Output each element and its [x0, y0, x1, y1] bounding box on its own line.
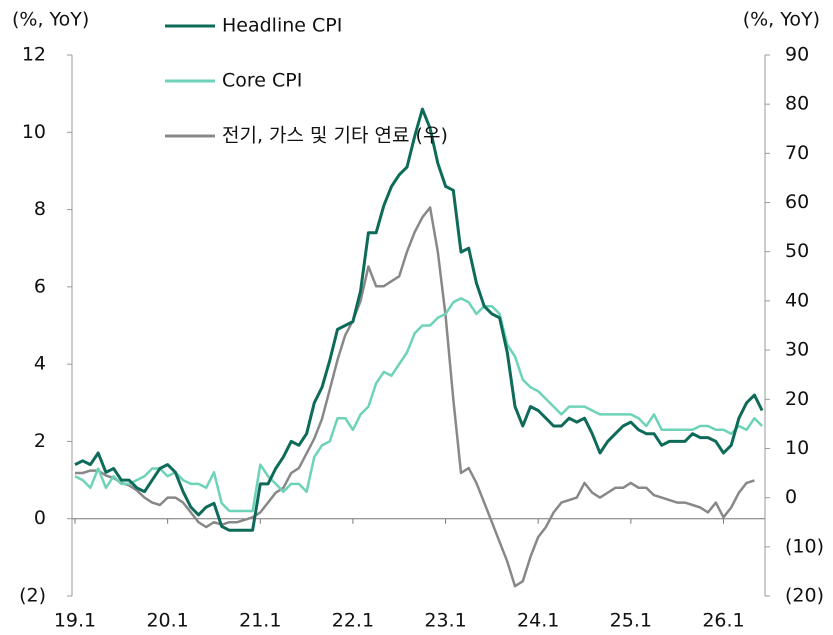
y-tick-label: 12	[22, 44, 46, 66]
legend-label: 전기, 가스 및 기타 연료 (우)	[222, 125, 448, 147]
x-tick-label: 26.1	[702, 610, 744, 632]
y2-tick-label: 70	[785, 142, 809, 164]
y-tick-label: 8	[34, 198, 46, 220]
y2-tick-label: 40	[785, 289, 809, 311]
x-tick-label: 19.1	[54, 610, 96, 632]
series-line	[74, 297, 763, 513]
legend-label: Core CPI	[222, 70, 302, 92]
y2-axis-label: (%, YoY)	[743, 9, 820, 31]
y-tick-label: 0	[34, 507, 46, 529]
legend-label: Headline CPI	[222, 15, 342, 37]
y2-tick-label: (10)	[785, 535, 824, 557]
y2-tick-label: 50	[785, 240, 809, 262]
y-tick-label: 6	[34, 275, 46, 297]
x-tick-label: 21.1	[239, 610, 281, 632]
y-tick-label: 2	[34, 430, 46, 452]
y-tick-label: 10	[22, 121, 46, 143]
x-tick-label: 22.1	[332, 610, 374, 632]
y-axis-label: (%, YoY)	[12, 9, 89, 31]
y2-tick-label: 90	[785, 44, 809, 66]
y-tick-label: (2)	[19, 585, 46, 607]
x-tick-label: 20.1	[146, 610, 188, 632]
y-tick-label: 4	[34, 353, 46, 375]
y2-tick-label: 10	[785, 437, 809, 459]
y2-tick-label: 80	[785, 93, 809, 115]
y2-tick-label: 0	[785, 486, 797, 508]
x-tick-label: 24.1	[517, 610, 559, 632]
y2-tick-label: 60	[785, 191, 809, 213]
series-line	[75, 206, 755, 588]
y2-tick-label: (20)	[785, 585, 824, 607]
y2-tick-label: 30	[785, 339, 809, 361]
x-tick-label: 23.1	[424, 610, 466, 632]
series-line	[74, 107, 764, 532]
y2-tick-label: 20	[785, 388, 809, 410]
x-tick-label: 25.1	[610, 610, 652, 632]
